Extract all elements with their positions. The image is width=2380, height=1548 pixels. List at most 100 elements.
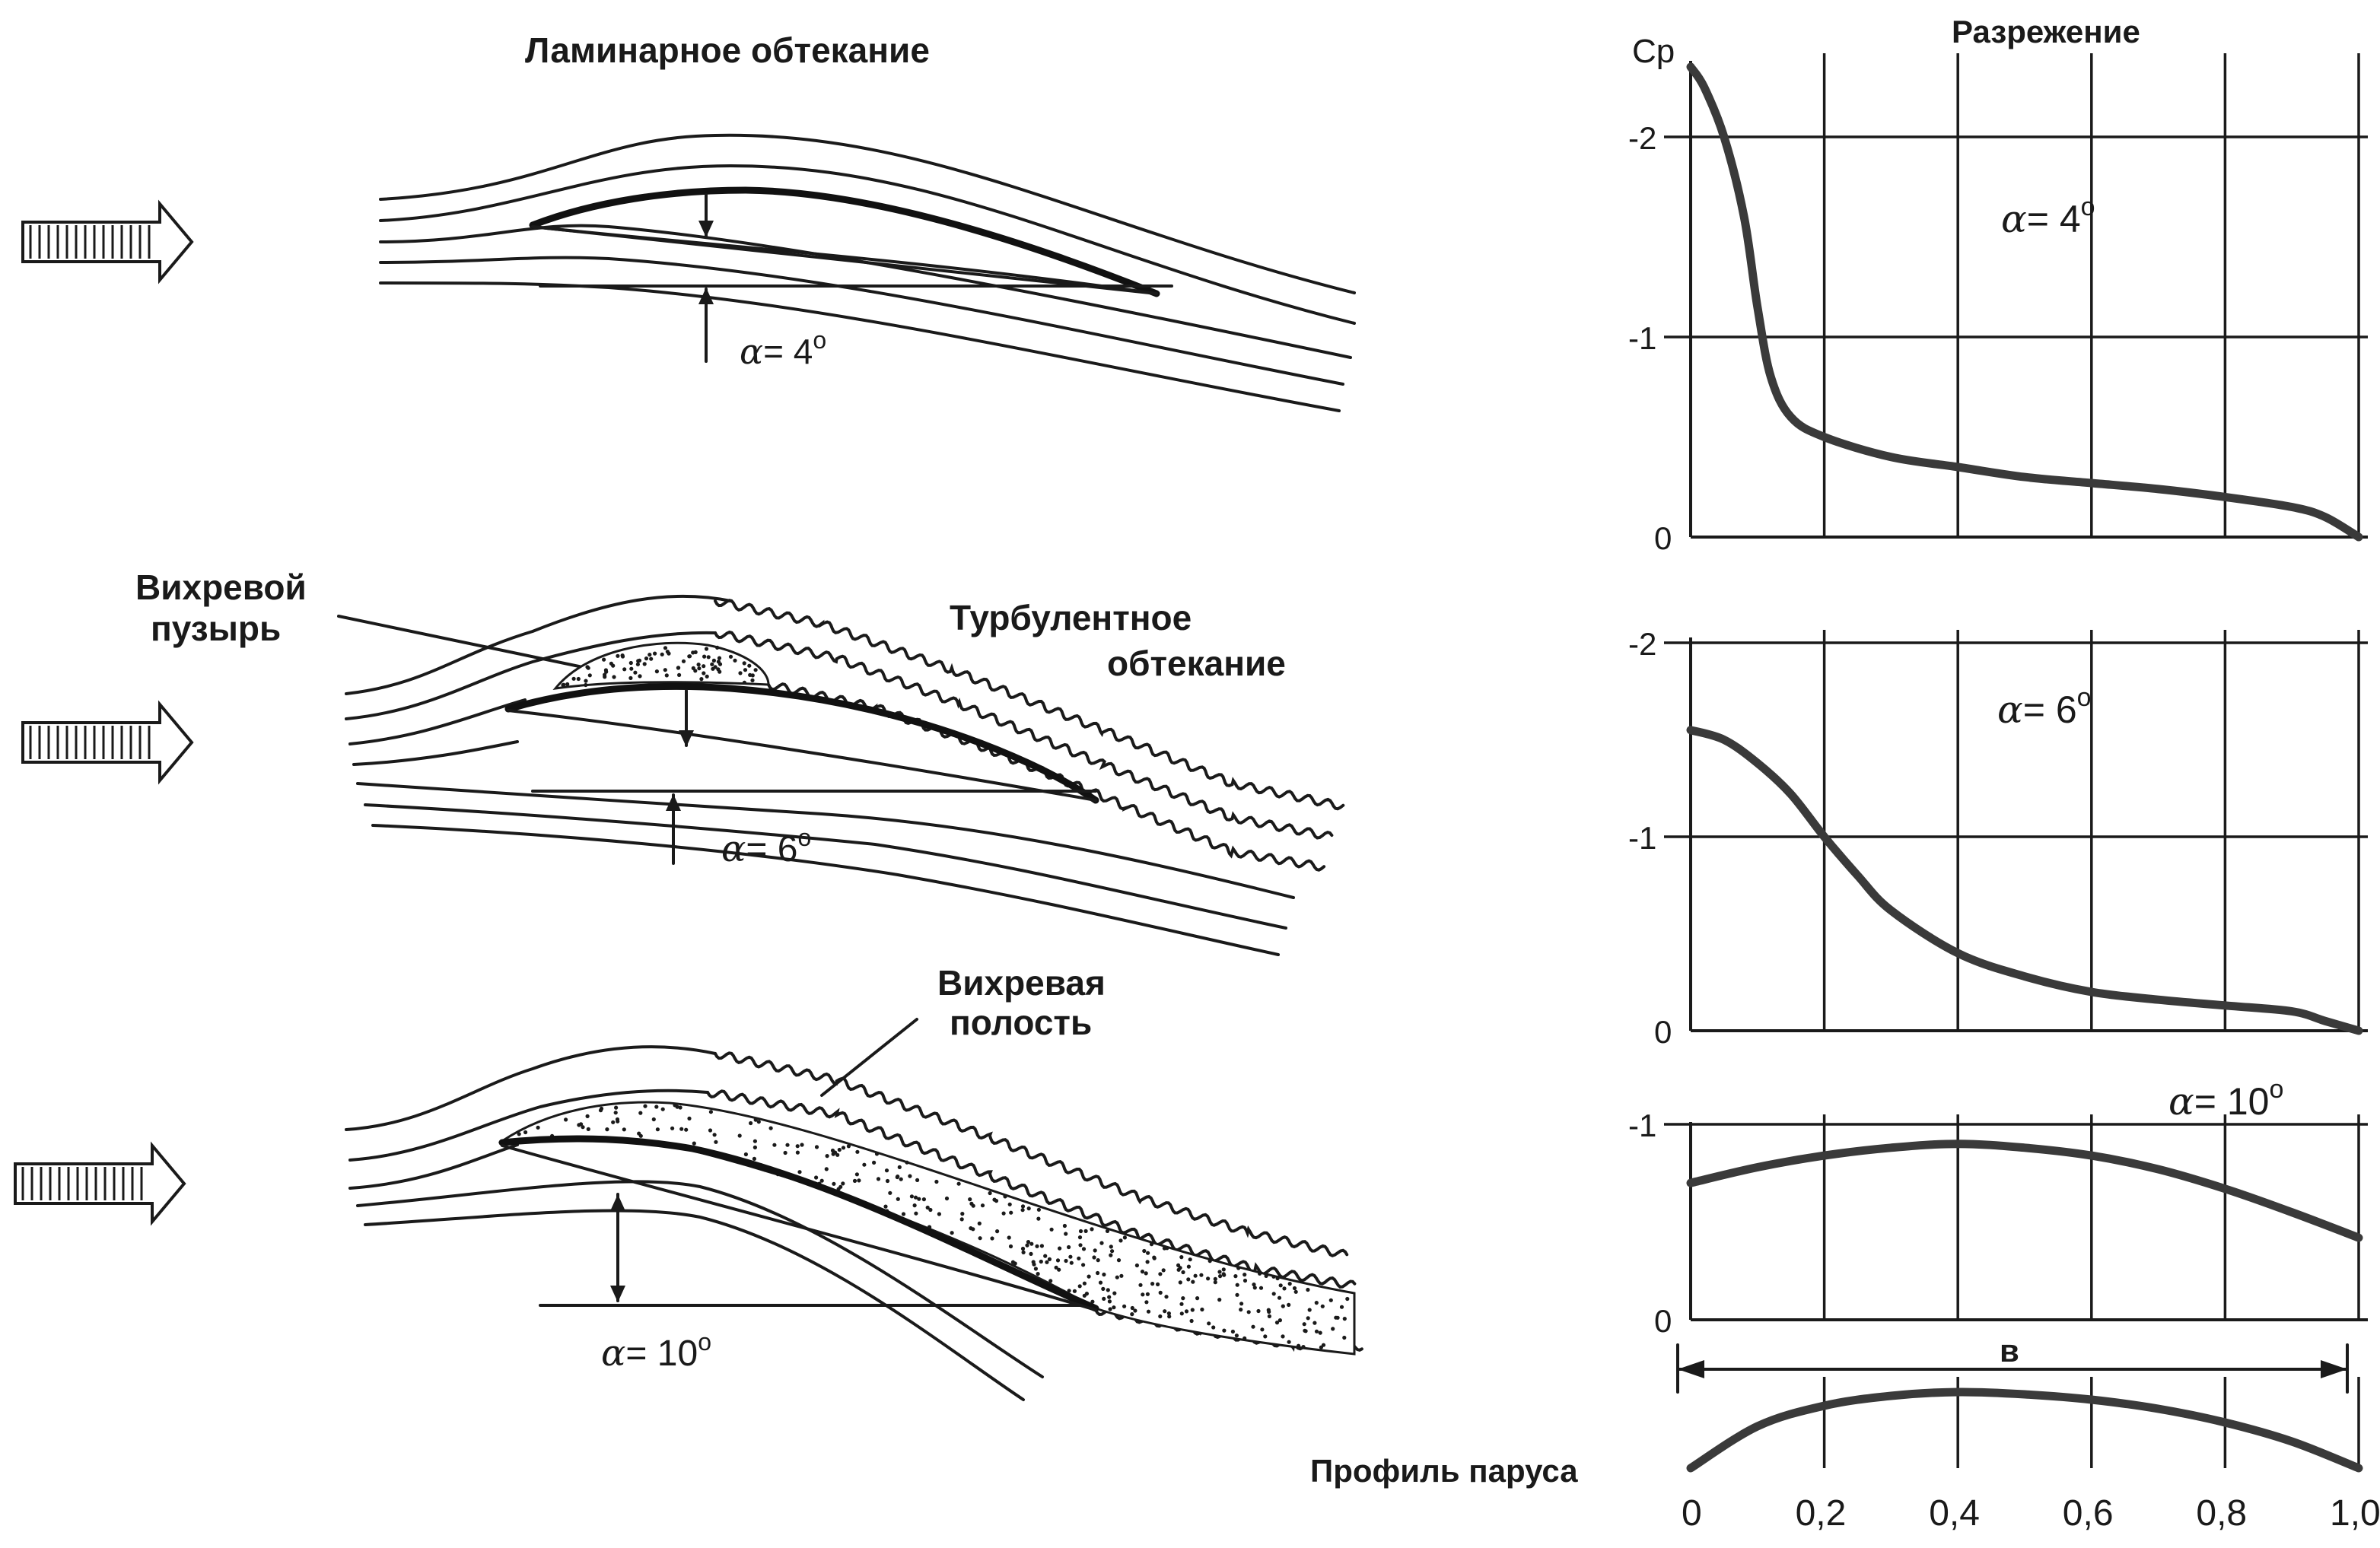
cavity-dot xyxy=(825,1154,829,1159)
cavity-dot xyxy=(1281,1304,1285,1308)
cavity-dot xyxy=(752,1139,758,1143)
cavity-dot xyxy=(1258,1286,1264,1290)
cavity-dot xyxy=(1307,1308,1312,1312)
angle-label-10: α= 10o xyxy=(601,1328,711,1375)
cavity-dot xyxy=(1161,1268,1166,1273)
cavity-dot xyxy=(1077,1284,1082,1289)
cavity-dot xyxy=(1314,1329,1319,1333)
bubble-dot xyxy=(628,675,633,681)
cavity-dot xyxy=(1258,1271,1262,1276)
cavity-dot xyxy=(1090,1227,1094,1232)
cavity-dot xyxy=(1235,1292,1239,1297)
angle-marker-turbulent xyxy=(666,689,694,865)
bubble-dot xyxy=(717,656,722,660)
cavity-dot xyxy=(928,1207,933,1213)
cavity-dot xyxy=(1302,1322,1306,1327)
x-tick-label: 0,2 xyxy=(1796,1493,1847,1534)
sail-profile-turbulent xyxy=(504,682,1099,804)
cavity-dot xyxy=(937,1212,941,1216)
cavity-dot xyxy=(1105,1229,1110,1233)
cavity-dot xyxy=(1334,1315,1338,1320)
x-tick-label: 0,8 xyxy=(2196,1493,2247,1534)
cavity-dot xyxy=(908,1174,912,1178)
cavity-dot xyxy=(1292,1286,1297,1291)
cavity-dot xyxy=(714,1140,718,1144)
bubble-dot xyxy=(697,666,702,671)
cavity-dot xyxy=(1081,1247,1087,1251)
cavity-dot xyxy=(1312,1321,1317,1325)
cavity-dot xyxy=(1331,1327,1335,1331)
bubble-dot xyxy=(587,673,592,678)
y-tick-label: -2 xyxy=(1628,626,1656,662)
cavity-dot xyxy=(1058,1246,1062,1251)
cavity-dot xyxy=(1181,1270,1185,1275)
cavity-dot xyxy=(1242,1278,1248,1283)
bubble-dot xyxy=(665,650,670,654)
cavity-dot xyxy=(614,1105,619,1110)
cavity-dot xyxy=(1345,1296,1350,1302)
cavity-dot xyxy=(841,1146,846,1150)
cavity-dot xyxy=(960,1212,965,1216)
cavity-dot xyxy=(1179,1302,1184,1306)
bubble-dot xyxy=(738,671,743,675)
cavity-dot xyxy=(1054,1265,1058,1270)
cavity-dot xyxy=(1287,1340,1291,1344)
x-tick-label: 0,4 xyxy=(1929,1493,1980,1534)
bubble-dot xyxy=(706,655,711,660)
cavity-dot xyxy=(753,1117,758,1122)
cavity-dot xyxy=(737,1133,742,1138)
bubble-dot xyxy=(681,659,686,663)
cavity-dot xyxy=(1239,1302,1244,1306)
bubble-dot xyxy=(663,646,668,650)
cavity-dot xyxy=(1158,1272,1163,1276)
cavity-dot xyxy=(1069,1260,1074,1265)
cavity-dot xyxy=(959,1217,964,1222)
cavity-dot xyxy=(1020,1208,1025,1213)
cavity-dot xyxy=(1267,1314,1271,1318)
cavity-dot xyxy=(990,1236,994,1241)
cavity-dot xyxy=(651,1117,656,1122)
cavity-dot xyxy=(1083,1229,1088,1233)
y-tick-label: 0 xyxy=(1654,1303,1672,1339)
cavity-dot xyxy=(1141,1292,1145,1297)
bubble-dot xyxy=(660,652,664,656)
cavity-dot xyxy=(913,1195,918,1200)
cavity-dot xyxy=(1106,1288,1110,1292)
sail-profile-chart: 0 0,2 0,4 0,6 0,8 1,0 xyxy=(1682,1377,2380,1534)
cavity-dot xyxy=(1087,1274,1091,1279)
bubble-dot xyxy=(716,660,721,664)
cavity-dot xyxy=(1145,1292,1150,1296)
cavity-dot xyxy=(795,1150,800,1155)
sail-lower-stalled xyxy=(501,1144,1097,1311)
cavity-dot xyxy=(1067,1244,1071,1250)
bubble-dot xyxy=(718,669,722,674)
cp-chart-alpha-10: -1 0 xyxy=(1628,1108,2368,1339)
cavity-dot xyxy=(1026,1240,1031,1244)
cavity-dot xyxy=(1234,1333,1239,1338)
bubble-dot xyxy=(571,676,576,681)
cavity-dot xyxy=(1130,1305,1134,1311)
cavity-dot xyxy=(1020,1204,1026,1209)
cavity-dot xyxy=(1078,1229,1083,1234)
cavity-dot xyxy=(1184,1309,1189,1314)
cavity-dot xyxy=(1149,1242,1154,1247)
cavity-dot xyxy=(1287,1282,1292,1286)
cavity-dot xyxy=(1186,1277,1191,1282)
cavity-dot xyxy=(895,1175,899,1180)
cavity-dot xyxy=(1108,1307,1112,1311)
sail-lower-turbulent xyxy=(507,709,1097,802)
cavity-dot xyxy=(1096,1270,1100,1276)
sail-profile-label: Профиль паруса xyxy=(1310,1453,1578,1489)
cavity-dot xyxy=(854,1172,859,1177)
cavity-dot xyxy=(980,1203,985,1208)
cavity-dot xyxy=(1251,1324,1255,1329)
cavity-dot xyxy=(1242,1336,1247,1340)
cavity-dot xyxy=(883,1204,888,1209)
cavity-dot xyxy=(1144,1300,1149,1305)
stalled-streamlines xyxy=(345,1045,1044,1401)
cavity-dot xyxy=(862,1162,867,1167)
cavity-dot xyxy=(1252,1283,1256,1287)
cavity-dot xyxy=(1082,1281,1087,1286)
cavity-dot xyxy=(1062,1223,1067,1229)
cp-axis-label: Cp xyxy=(1632,33,1675,70)
